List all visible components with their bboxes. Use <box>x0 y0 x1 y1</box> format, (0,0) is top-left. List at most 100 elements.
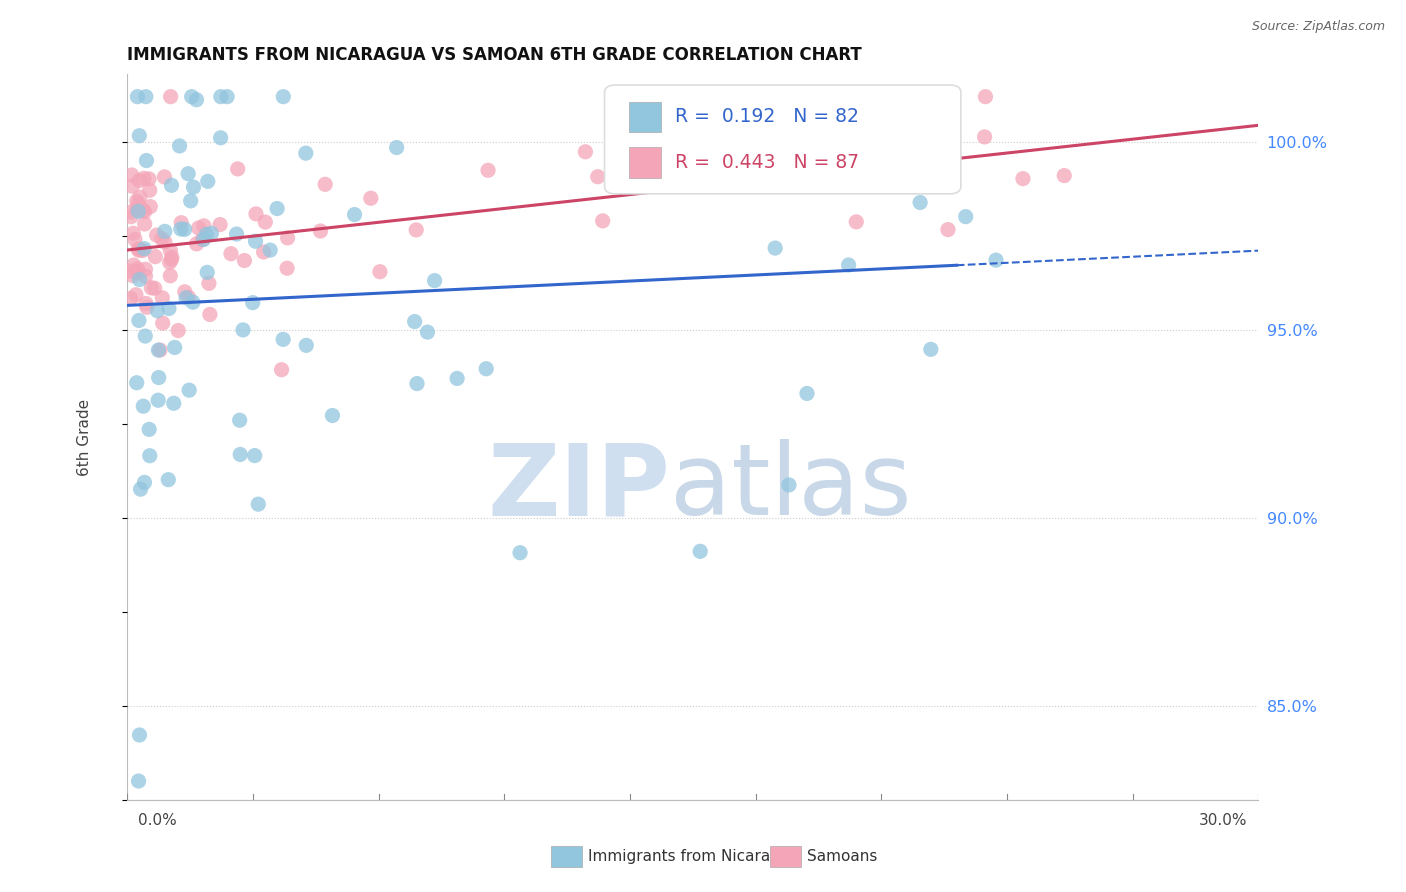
Point <box>198 308 221 322</box>
Point <box>266 202 288 216</box>
Point <box>127 242 149 256</box>
Point <box>321 409 343 423</box>
Point <box>122 258 145 272</box>
Point <box>200 227 222 241</box>
Point <box>197 174 219 188</box>
Point <box>127 261 149 276</box>
Point <box>149 343 172 357</box>
Point <box>423 274 446 288</box>
Point <box>385 140 408 154</box>
Point <box>475 361 498 376</box>
Point <box>152 316 174 330</box>
Point <box>209 89 232 103</box>
Point <box>138 172 160 186</box>
Point <box>125 194 148 208</box>
Point <box>191 233 214 247</box>
Text: 30.0%: 30.0% <box>1198 813 1247 828</box>
Point <box>134 204 156 219</box>
Point <box>193 219 215 233</box>
Point <box>134 242 156 256</box>
Point <box>845 215 868 229</box>
Bar <box>630 102 661 132</box>
Point <box>186 236 208 251</box>
Point <box>838 258 860 272</box>
Point <box>209 218 232 232</box>
Point <box>121 179 143 194</box>
Point <box>120 210 142 224</box>
Point <box>159 244 181 258</box>
Point <box>209 131 232 145</box>
Point <box>984 253 1007 268</box>
Point <box>174 291 197 305</box>
Point <box>908 195 931 210</box>
Point <box>242 295 264 310</box>
Point <box>125 376 148 390</box>
Point <box>132 171 155 186</box>
Text: IMMIGRANTS FROM NICARAGUA VS SAMOAN 6TH GRADE CORRELATION CHART: IMMIGRANTS FROM NICARAGUA VS SAMOAN 6TH … <box>127 46 862 64</box>
Point <box>120 205 142 219</box>
Point <box>132 203 155 218</box>
Point <box>138 422 160 436</box>
Point <box>128 244 150 258</box>
Text: Source: ZipAtlas.com: Source: ZipAtlas.com <box>1251 20 1385 33</box>
Point <box>195 265 218 279</box>
Point <box>131 244 153 258</box>
Point <box>180 194 202 208</box>
Point <box>134 269 156 284</box>
Point <box>360 191 382 205</box>
Point <box>128 272 150 286</box>
Point <box>148 343 170 357</box>
Point <box>368 265 391 279</box>
Point <box>446 371 468 385</box>
Point <box>936 222 959 236</box>
Point <box>120 292 142 306</box>
Point <box>929 89 952 103</box>
Point <box>763 241 786 255</box>
Point <box>128 728 150 742</box>
Point <box>128 173 150 187</box>
Point <box>778 478 800 492</box>
Point <box>167 324 190 338</box>
Point <box>245 234 267 248</box>
Point <box>124 232 146 246</box>
Point <box>1053 169 1076 183</box>
Point <box>796 386 818 401</box>
Point <box>138 183 160 197</box>
Point <box>163 396 186 410</box>
Point <box>134 475 156 490</box>
Point <box>406 376 429 391</box>
Bar <box>630 147 661 178</box>
Point <box>127 265 149 279</box>
Point <box>135 300 157 314</box>
Point <box>145 228 167 243</box>
Point <box>918 129 941 144</box>
Point <box>121 168 143 182</box>
Point <box>277 231 299 245</box>
Point <box>259 243 281 257</box>
Point <box>276 261 298 276</box>
Point <box>159 255 181 269</box>
Point <box>125 265 148 279</box>
Point <box>859 89 882 103</box>
Point <box>974 89 997 103</box>
Point <box>148 393 170 408</box>
Point <box>232 323 254 337</box>
Point <box>509 546 531 560</box>
Point <box>134 262 156 277</box>
Point <box>938 92 960 106</box>
Point <box>229 447 252 461</box>
Text: Samoans: Samoans <box>807 849 877 863</box>
Point <box>271 89 294 103</box>
Point <box>135 153 157 168</box>
Point <box>173 285 195 299</box>
Point <box>309 224 332 238</box>
Point <box>295 146 318 161</box>
Point <box>134 329 156 343</box>
Point <box>139 200 162 214</box>
Point <box>177 167 200 181</box>
Point <box>179 383 201 397</box>
Point <box>225 227 247 241</box>
Point <box>180 89 202 103</box>
Text: 0.0%: 0.0% <box>138 813 177 828</box>
Point <box>128 128 150 143</box>
